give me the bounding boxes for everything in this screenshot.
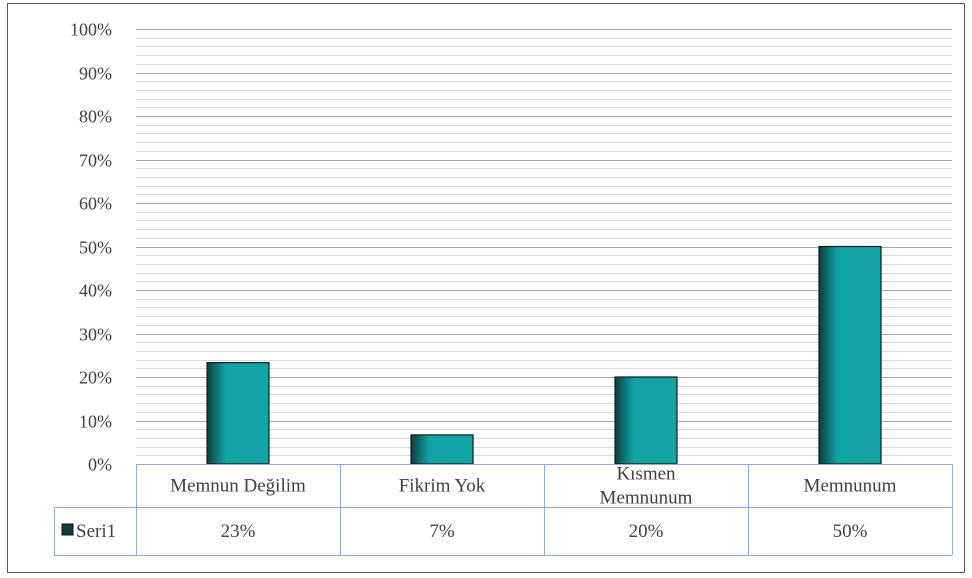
category-label: Fikrim Yok xyxy=(399,476,486,497)
bar xyxy=(614,376,678,465)
y-tick-label: 100% xyxy=(70,20,112,40)
category-label: Kısmen xyxy=(616,464,676,485)
legend-label: Seri1 xyxy=(76,521,116,542)
data-label: 7% xyxy=(429,521,455,542)
category-label: Memnunum xyxy=(600,488,693,509)
y-tick-label: 10% xyxy=(79,412,112,432)
category-label: Memnun Değilim xyxy=(170,476,306,497)
y-tick-label: 80% xyxy=(79,107,112,127)
category-label: Memnunum xyxy=(804,476,897,497)
chart-border xyxy=(7,3,965,573)
bar xyxy=(818,245,882,465)
legend-key-icon xyxy=(61,523,74,536)
bar xyxy=(410,434,474,465)
data-label: 50% xyxy=(833,521,868,542)
y-tick-label: 20% xyxy=(79,368,112,388)
data-label: 23% xyxy=(221,521,256,542)
bar xyxy=(206,362,270,465)
y-tick-label: 30% xyxy=(79,325,112,345)
y-tick-label: 60% xyxy=(79,194,112,214)
y-tick-label: 0% xyxy=(88,455,112,475)
y-tick-label: 40% xyxy=(79,281,112,301)
y-tick-label: 90% xyxy=(79,64,112,84)
data-label: 20% xyxy=(629,521,664,542)
y-tick-label: 50% xyxy=(79,238,112,258)
y-tick-label: 70% xyxy=(79,151,112,171)
